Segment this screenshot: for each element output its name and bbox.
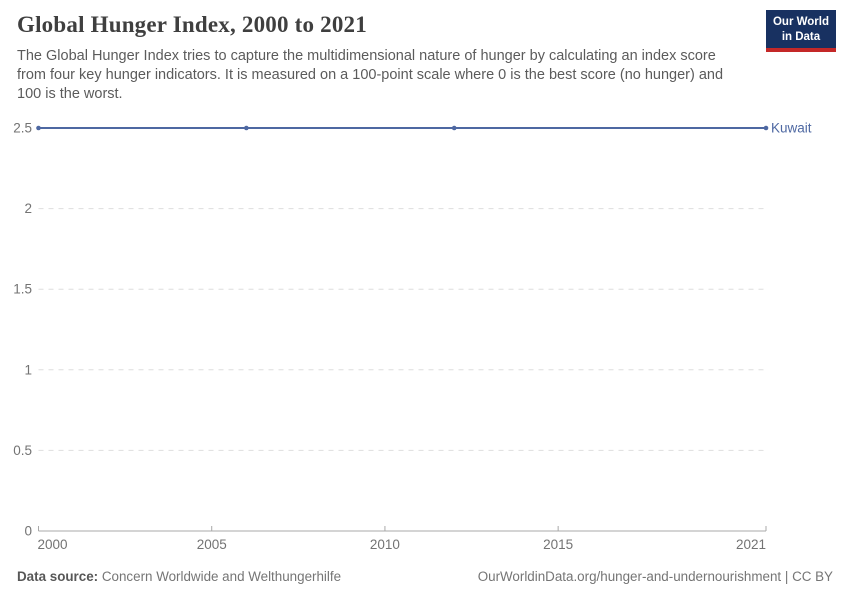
y-tick-label-0: 0 — [24, 524, 32, 539]
chart-subtitle: The Global Hunger Index tries to capture… — [17, 48, 724, 102]
data-point-kuwait-2006[interactable] — [244, 125, 249, 131]
logo-line1: Our World — [772, 16, 829, 28]
data-point-kuwait-2012[interactable] — [451, 125, 457, 131]
data-source-value: Concern Worldwide and Welthungerhilfe — [101, 569, 342, 584]
chart-header: Global Hunger Index, 2000 to 2021 The Gl… — [17, 12, 757, 104]
footer-citation-link[interactable]: OurWorldinData.org/hunger-and-undernouri… — [477, 569, 833, 584]
data-point-kuwait-2021[interactable] — [763, 125, 769, 131]
owid-logo-text: Our World in Data — [773, 15, 829, 44]
x-tick-label-2005: 2005 — [197, 537, 227, 552]
data-source: Data source: Concern Worldwide and Welth… — [17, 569, 341, 584]
x-tick-label-2010: 2010 — [370, 537, 400, 552]
data-point-kuwait-2000[interactable] — [36, 125, 41, 131]
owid-logo[interactable]: Our World in Data — [765, 10, 836, 53]
series-label-kuwait[interactable]: Kuwait — [771, 121, 812, 136]
y-tick-label-2: 2 — [24, 201, 32, 216]
data-source-label: Data source: — [17, 569, 99, 584]
y-tick-label-2.5: 2.5 — [13, 121, 32, 136]
y-tick-label-1: 1 — [24, 362, 32, 377]
logo-line2: in Data — [781, 30, 821, 43]
chart-title: Global Hunger Index, 2000 to 2021 — [17, 12, 367, 37]
x-tick-label-2000: 2000 — [38, 537, 68, 552]
chart-footer: Data source: Concern Worldwide and Welth… — [17, 569, 833, 584]
x-tick-label-2015: 2015 — [543, 537, 573, 552]
y-tick-label-0.5: 0.5 — [13, 443, 32, 458]
x-tick-label-2021: 2021 — [736, 537, 766, 552]
y-tick-label-1.5: 1.5 — [13, 282, 32, 297]
